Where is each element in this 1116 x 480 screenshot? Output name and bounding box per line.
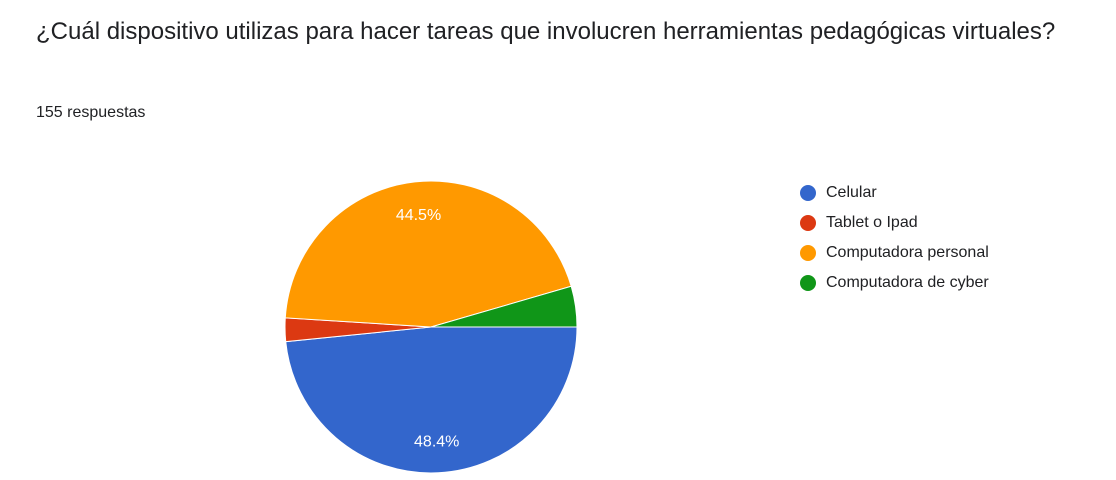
pie-slice[interactable] bbox=[430, 285, 578, 328]
legend-swatch-icon bbox=[800, 275, 816, 291]
legend-swatch-icon bbox=[800, 215, 816, 231]
legend-item: Computadora de cyber bbox=[800, 268, 989, 298]
response-count: 155 respuestas bbox=[36, 104, 146, 121]
pie-slice[interactable] bbox=[284, 180, 572, 328]
chart-legend: Celular Tablet o Ipad Computadora person… bbox=[800, 178, 989, 298]
legend-item: Computadora personal bbox=[800, 238, 989, 268]
legend-swatch-icon bbox=[800, 185, 816, 201]
legend-swatch-icon bbox=[800, 245, 816, 261]
legend-label: Tablet o Ipad bbox=[826, 214, 918, 231]
legend-label: Computadora de cyber bbox=[826, 274, 989, 291]
pie-slice[interactable] bbox=[285, 326, 578, 474]
pie-slice-label: 48.4% bbox=[414, 434, 459, 451]
pie-slice-label: 44.5% bbox=[396, 207, 441, 224]
question-title: ¿Cuál dispositivo utilizas para hacer ta… bbox=[36, 18, 1056, 45]
legend-item: Tablet o Ipad bbox=[800, 208, 989, 238]
pie-chart: 48.4% 44.5% bbox=[284, 180, 578, 474]
legend-item: Celular bbox=[800, 178, 989, 208]
legend-label: Computadora personal bbox=[826, 244, 989, 261]
legend-label: Celular bbox=[826, 184, 877, 201]
